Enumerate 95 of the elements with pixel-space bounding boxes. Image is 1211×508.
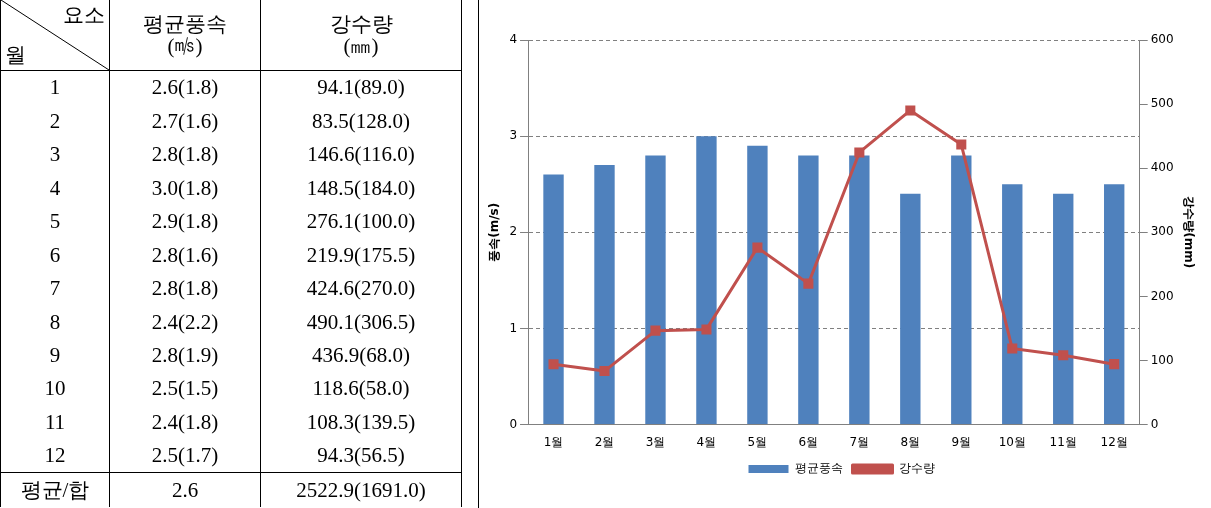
x-tick-label: 3월 [645,434,666,449]
text: 1 [0,70,110,105]
text: 12 [0,438,110,473]
text: 83.5(128.0) [260,104,462,138]
bar [645,155,666,425]
text: 2.8(1.8) [109,271,261,305]
text: 219.9(175.5) [260,237,462,272]
x-tick-label: 1월 [543,434,564,449]
text: 평균/합 [0,472,110,507]
text: 2.5(1.5) [109,371,261,406]
text: 월 [5,42,26,67]
y-tick-label: 4 [509,32,518,47]
x-tick-label: 6월 [798,434,819,449]
point [701,324,712,335]
bar [747,145,768,425]
text: 94.1(89.0) [260,70,462,105]
bar [594,165,615,425]
x-tick-label: 9월 [951,434,972,449]
text: 2 [0,104,110,138]
legend-label: 평균풍속 [794,461,843,476]
y2-tick-label: 200 [1150,288,1174,303]
bar [1104,184,1125,425]
x-tick-label: 12월 [1100,434,1128,449]
y2-axis-title: 강수량(mm) [1181,196,1196,269]
y-tick-label: 3 [509,128,518,143]
text: 3.0(1.8) [109,171,261,205]
text: 2.7(1.6) [109,104,261,138]
point [752,242,763,253]
x-tick-label: 11월 [1049,434,1077,449]
text: 148.5(184.0) [260,171,462,205]
point [1007,343,1018,354]
point [803,278,814,289]
x-tick-label: 2월 [594,434,615,449]
y-axis-title: 풍속(m/s) [487,202,502,262]
text: 94.3(56.5) [260,438,462,473]
point [905,105,916,116]
text: 2.8(1.9) [109,338,261,372]
text: 118.6(58.0) [260,371,462,406]
text: 8 [0,304,110,339]
point [956,139,967,150]
legend-label: 강수량 [898,461,935,476]
point [599,366,610,377]
bar [543,174,564,425]
x-tick-label: 7월 [849,434,870,449]
text: 7 [0,271,110,305]
text: 2.8(1.8) [109,137,261,172]
bar [1002,184,1023,425]
text: 2.4(1.8) [109,405,261,439]
y2-tick-label: 600 [1150,32,1174,47]
text: 3 [0,137,110,172]
y2-tick-label: 400 [1150,160,1174,175]
text: 2.6 [109,472,261,507]
bar [1053,193,1074,425]
text: 6 [0,237,110,272]
point [1109,359,1120,370]
y-tick-label: 2 [509,224,518,239]
text: 490.1(306.5) [260,304,462,339]
text: 424.6(270.0) [260,271,462,305]
text: 평균풍속 (㎧) [109,0,261,70]
text: 10 [0,371,110,406]
bar [849,155,870,425]
text: 276.1(100.0) [260,204,462,238]
text: 2.4(2.2) [109,304,261,339]
bar [900,193,921,425]
y-tick-label: 0 [509,416,518,431]
text: 2.8(1.6) [109,237,261,272]
y2-tick-label: 100 [1150,352,1174,367]
text: 강수량 (㎜) [260,0,462,70]
text: 2.5(1.7) [109,438,261,473]
bar [696,136,717,425]
x-tick-label: 10월 [998,434,1026,449]
y2-tick-label: 300 [1150,224,1174,239]
y2-tick-label: 0 [1150,416,1159,431]
x-tick-label: 8월 [900,434,921,449]
bar [951,155,972,425]
text: 108.3(139.5) [260,405,462,439]
text: 4 [0,171,110,205]
point [1058,350,1069,361]
point [650,325,661,336]
text: 2522.9(1691.0) [260,472,462,507]
text: 146.6(116.0) [260,137,462,172]
text: 11 [0,405,110,439]
x-tick-label: 5월 [747,434,768,449]
x-tick-label: 4월 [696,434,717,449]
text: 2.9(1.8) [109,204,261,238]
point [548,359,559,370]
text: 436.9(68.0) [260,338,462,372]
point [854,147,865,158]
text: 5 [0,204,110,238]
text: 9 [0,338,110,372]
bar [798,155,819,425]
y2-tick-label: 500 [1150,96,1174,111]
text: 요소 [63,3,105,27]
y-tick-label: 1 [509,320,518,335]
text: 2.6(1.8) [109,70,261,105]
